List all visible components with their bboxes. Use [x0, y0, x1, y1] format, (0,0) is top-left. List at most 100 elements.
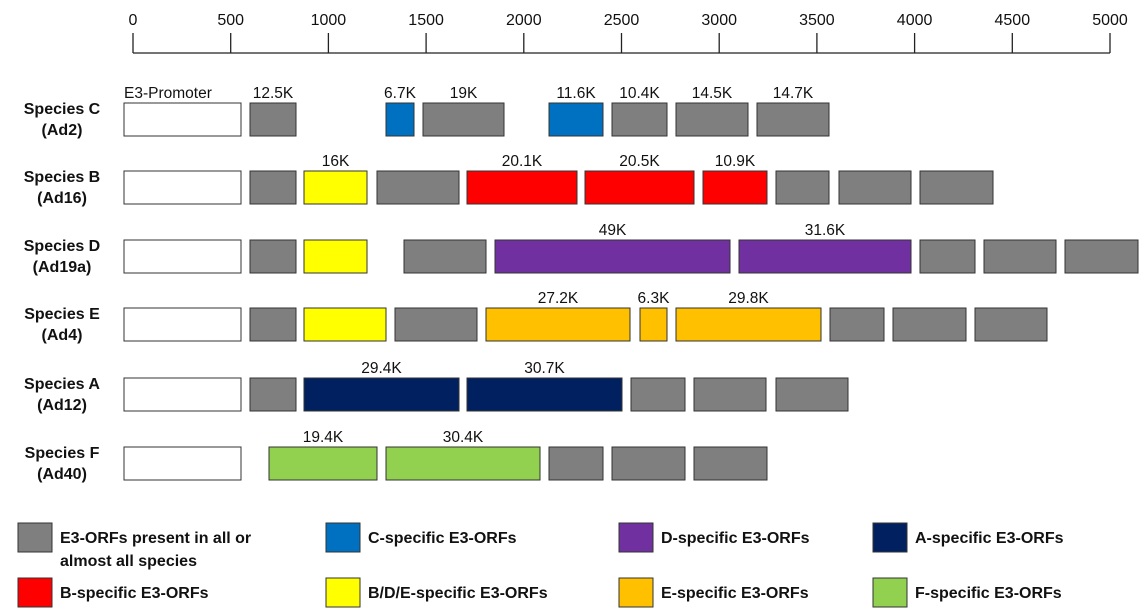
orf-label: 10.9K [715, 153, 756, 170]
orf-box-common [775, 377, 849, 412]
legend-label: A-specific E3-ORFs [915, 530, 1064, 547]
e3-promoter-box [123, 102, 242, 137]
species-name: Species A [24, 376, 100, 393]
orf-box-common [675, 102, 749, 137]
e3-promoter-box [123, 307, 242, 342]
legend-label: almost all species [60, 553, 197, 570]
legend-swatch [872, 522, 908, 553]
scale-tick-label: 0 [129, 12, 138, 29]
e3-promoter-box [123, 446, 242, 481]
legend-item: F-specific E3-ORFs [872, 577, 1062, 608]
orf-box-common [829, 307, 885, 342]
orf-box-B [702, 170, 768, 205]
orf-label: 27.2K [538, 290, 579, 307]
scale-tick-label: 500 [217, 12, 244, 29]
legend-label: E3-ORFs present in all or [60, 530, 251, 547]
species-name: Species F [25, 445, 100, 462]
legend-swatch [872, 577, 908, 608]
orf-label: 49K [599, 222, 627, 239]
scale-tick-label: 5000 [1092, 12, 1128, 29]
orf-label: 14.7K [773, 85, 814, 102]
orf-box-common [630, 377, 686, 412]
species-name: Species C [24, 101, 101, 118]
legend-item: D-specific E3-ORFs [618, 522, 810, 553]
orf-box-E [485, 307, 631, 342]
orf-box-common [394, 307, 478, 342]
scale-tick-label: 2000 [506, 12, 542, 29]
species-serotype: (Ad40) [37, 466, 87, 483]
species-row: Species A (Ad12) 29.4K 30.7K [24, 360, 849, 414]
scale-tick-label: 3000 [701, 12, 737, 29]
scale-tick-label: 1000 [311, 12, 347, 29]
species-row: Species C (Ad2) E3-Promoter 12.5K 6.7K 19K 11.… [24, 85, 830, 139]
orf-label: 20.1K [502, 153, 543, 170]
orf-box-common [422, 102, 505, 137]
legend-label: D-specific E3-ORFs [661, 530, 810, 547]
orf-box-common [249, 307, 297, 342]
orf-box-E [675, 307, 822, 342]
scale-tick-label: 3500 [799, 12, 835, 29]
legend-item: B/D/E-specific E3-ORFs [325, 577, 548, 608]
orf-label: 19K [450, 85, 478, 102]
orf-box-C [548, 102, 604, 137]
legend-swatch [325, 522, 361, 553]
legend-swatch [618, 522, 654, 553]
legend-item: E-specific E3-ORFs [618, 577, 809, 608]
orf-box-common [249, 377, 297, 412]
orf-box-common [693, 446, 768, 481]
species-row: Species F (Ad40) 19.4K 30.4K [25, 429, 768, 483]
legend-label: B/D/E-specific E3-ORFs [368, 585, 548, 602]
orf-label: 19.4K [303, 429, 344, 446]
orf-box-common [983, 239, 1057, 274]
orf-box-common [249, 170, 297, 205]
orf-label: 6.3K [638, 290, 671, 307]
orf-box-common [838, 170, 912, 205]
e3-promoter-box [123, 377, 242, 412]
legend-swatch [17, 522, 53, 553]
legend-swatch [618, 577, 654, 608]
species-serotype: (Ad4) [42, 327, 83, 344]
orf-box-B [466, 170, 578, 205]
orf-box-A [466, 377, 623, 412]
orf-box-B [584, 170, 695, 205]
orf-box-E [639, 307, 668, 342]
e3-promoter-label: E3-Promoter [124, 85, 212, 102]
scale-tick-label: 1500 [408, 12, 444, 29]
orf-box-F [385, 446, 541, 481]
orf-label: 20.5K [619, 153, 660, 170]
orf-label: 6.7K [384, 85, 417, 102]
species-name: Species E [24, 306, 100, 323]
species-serotype: (Ad19a) [33, 259, 92, 276]
orf-box-common [756, 102, 830, 137]
species-row: Species B (Ad16) 16K 20.1K 20.5K 10.9K [24, 153, 994, 207]
orf-label: 31.6K [805, 222, 846, 239]
orf-label: 29.4K [361, 360, 402, 377]
legend-label: B-specific E3-ORFs [60, 585, 209, 602]
species-serotype: (Ad16) [37, 190, 87, 207]
orf-box-D [494, 239, 731, 274]
orf-box-common [775, 170, 830, 205]
orf-box-common [249, 239, 297, 274]
scale-bar: 0 500 1000 1500 2000 2500 3000 3500 4000 4500 5000 [129, 12, 1128, 54]
orf-box-common [892, 307, 967, 342]
orf-box-common [919, 170, 994, 205]
orf-label: 11.6K [556, 85, 596, 102]
orf-box-common [919, 239, 976, 274]
orf-box-BDE [303, 307, 387, 342]
legend-swatch [325, 577, 361, 608]
legend-item: C-specific E3-ORFs [325, 522, 517, 553]
orf-box-common [249, 102, 297, 137]
legend-swatch [17, 577, 53, 608]
species-serotype: (Ad12) [37, 397, 87, 414]
orf-label: 16K [322, 153, 350, 170]
orf-label: 30.4K [443, 429, 484, 446]
legend-label: E-specific E3-ORFs [661, 585, 809, 602]
orf-box-D [738, 239, 912, 274]
legend-item: A-specific E3-ORFs [872, 522, 1064, 553]
orf-box-common [611, 102, 668, 137]
orf-label: 14.5K [692, 85, 733, 102]
orf-label: 12.5K [253, 85, 294, 102]
orf-box-common [974, 307, 1048, 342]
orf-box-BDE [303, 170, 368, 205]
